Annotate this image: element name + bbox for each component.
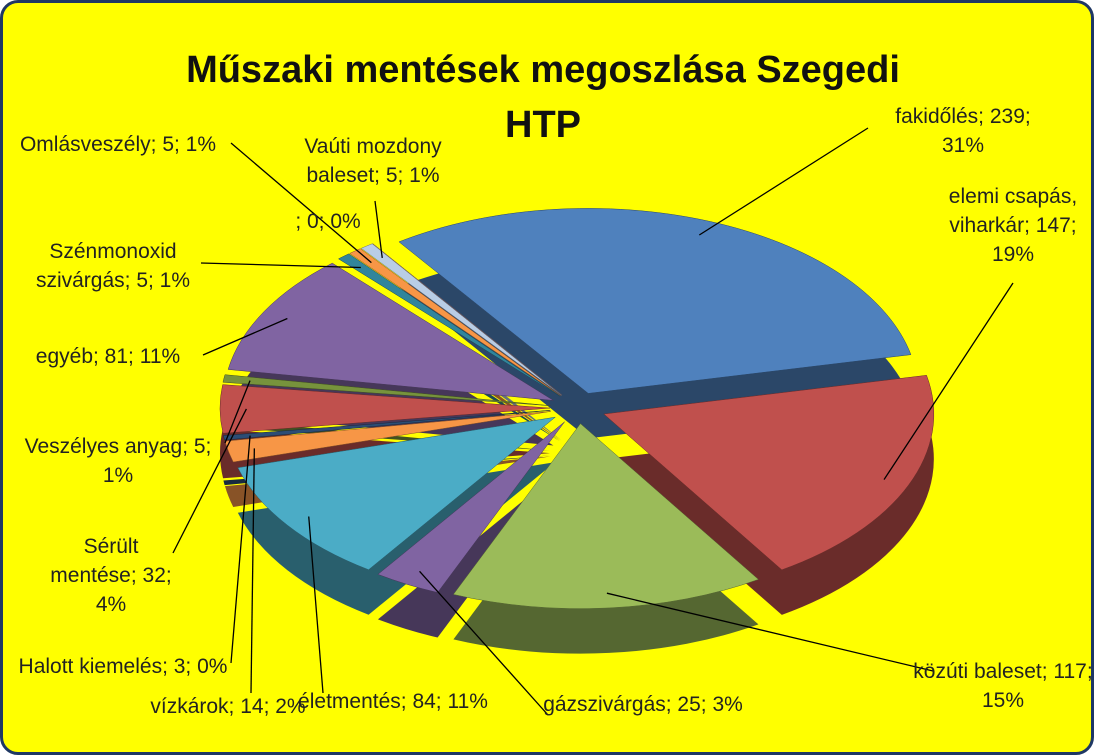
slice bbox=[372, 243, 563, 396]
slice bbox=[377, 421, 565, 593]
leader-line bbox=[883, 282, 1014, 480]
data-label: életmentés; 84; 11% bbox=[298, 690, 488, 713]
leader-line bbox=[250, 448, 255, 694]
leader-line bbox=[172, 408, 247, 554]
leader-line bbox=[419, 570, 549, 716]
slice bbox=[349, 248, 561, 396]
data-label: egyéb; 81; 11% bbox=[35, 345, 181, 368]
data-label: Sérült mentése; 32; 4% bbox=[50, 535, 172, 616]
data-label: Halott kiemelés; 3; 0% bbox=[18, 655, 228, 678]
data-label: közúti baleset; 117; 15% bbox=[913, 660, 1093, 712]
slice bbox=[224, 411, 551, 463]
data-label: elemi csapás, viharkár; 147; 19% bbox=[948, 185, 1078, 266]
slice bbox=[452, 423, 759, 609]
data-label: Szénmonoxid szivárgás; 5; 1% bbox=[35, 240, 191, 292]
slice bbox=[603, 375, 935, 571]
leader-line bbox=[374, 200, 383, 259]
data-label: ; 0; 0% bbox=[295, 210, 361, 233]
slice bbox=[227, 262, 554, 401]
slice bbox=[222, 374, 551, 406]
data-label: vízkárok; 14; 2% bbox=[150, 695, 306, 718]
data-label: Vaúti mozdony baleset; 5; 1% bbox=[304, 135, 442, 187]
slice bbox=[360, 243, 562, 396]
leader-line bbox=[698, 127, 869, 236]
leader-line bbox=[230, 435, 251, 664]
leader-line bbox=[202, 317, 288, 356]
leader-line bbox=[224, 380, 251, 444]
data-label: gázszivárgás; 25; 3% bbox=[543, 693, 743, 716]
data-label: Omlásveszély; 5; 1% bbox=[19, 133, 217, 156]
pie-canvas bbox=[172, 127, 1014, 716]
leader-line bbox=[308, 516, 324, 694]
slice bbox=[223, 410, 551, 441]
data-label: fakidőlés; 239; 31% bbox=[895, 105, 1031, 157]
data-label: Veszélyes anyag; 5; 1% bbox=[24, 435, 212, 487]
leader-line bbox=[200, 262, 361, 269]
leader-line bbox=[230, 142, 372, 264]
slice bbox=[398, 208, 912, 394]
slice bbox=[219, 384, 551, 434]
leader-line bbox=[606, 592, 934, 672]
chart-title: Műszaki mentések megoszlása Szegedi HTP bbox=[186, 49, 900, 147]
slice bbox=[237, 416, 557, 571]
slice bbox=[337, 253, 560, 397]
